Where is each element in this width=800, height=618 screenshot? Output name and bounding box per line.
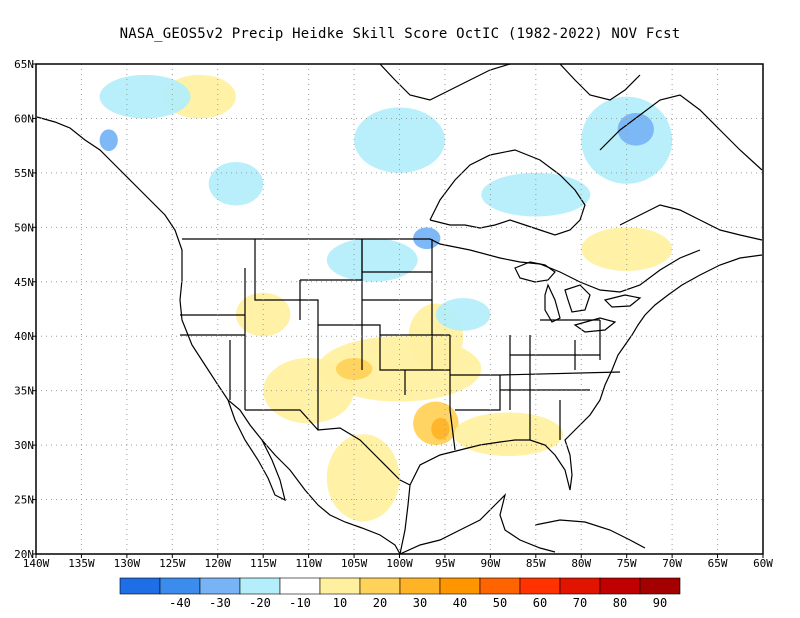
x-tick-label: 90W bbox=[480, 557, 500, 570]
legend-swatch bbox=[199, 577, 241, 595]
skill-region bbox=[335, 358, 373, 380]
legend-swatch bbox=[319, 577, 361, 595]
skill-region bbox=[263, 358, 355, 424]
y-tick-label: 65N bbox=[14, 58, 34, 71]
x-tick-label: 120W bbox=[205, 557, 232, 570]
x-tick-label: 65W bbox=[708, 557, 728, 570]
y-tick-label: 45N bbox=[14, 276, 34, 289]
legend-label: -40 bbox=[169, 596, 191, 610]
legend-label: 90 bbox=[653, 596, 667, 610]
skill-region bbox=[435, 298, 491, 331]
skill-region bbox=[454, 412, 564, 456]
axis-ticks bbox=[32, 63, 764, 558]
x-tick-label: 130W bbox=[114, 557, 141, 570]
legend-swatch bbox=[239, 577, 281, 595]
legend-swatch bbox=[359, 577, 401, 595]
skill-region bbox=[99, 129, 118, 152]
legend-swatch bbox=[279, 577, 321, 595]
x-tick-label: 140W bbox=[23, 557, 50, 570]
x-tick-label: 110W bbox=[295, 557, 322, 570]
y-tick-label: 20N bbox=[14, 548, 34, 561]
legend-label: -10 bbox=[289, 596, 311, 610]
legend-swatch bbox=[119, 577, 161, 595]
y-tick-label: 60N bbox=[14, 112, 34, 125]
skill-region bbox=[617, 112, 654, 146]
y-tick-label: 55N bbox=[14, 167, 34, 180]
y-tick-label: 35N bbox=[14, 385, 34, 398]
legend-label: -20 bbox=[249, 596, 271, 610]
legend-swatch bbox=[559, 577, 601, 595]
legend-swatch bbox=[159, 577, 201, 595]
x-tick-label: 85W bbox=[526, 557, 546, 570]
color-legend: -40 -30 -20 -10 10 20 30 40 50 60 70 80 90 bbox=[119, 577, 681, 610]
x-tick-label: 80W bbox=[571, 557, 591, 570]
legend-label: -30 bbox=[209, 596, 231, 610]
skill-region bbox=[354, 107, 445, 173]
legend-label: 30 bbox=[413, 596, 427, 610]
skill-region bbox=[99, 74, 191, 119]
legend-swatch bbox=[599, 577, 641, 595]
y-tick-label: 25N bbox=[14, 494, 34, 507]
x-tick-label: 100W bbox=[386, 557, 413, 570]
legend-label: 60 bbox=[533, 596, 547, 610]
x-tick-label: 135W bbox=[68, 557, 95, 570]
legend-label: 40 bbox=[453, 596, 467, 610]
x-tick-label: 60W bbox=[753, 557, 773, 570]
legend-swatch bbox=[399, 577, 441, 595]
longitude-labels: 140W 135W 130W 125W 120W 115W 110W 105W 100W 95W 9… bbox=[23, 557, 774, 570]
latitude-labels: 65N 60N 55N 50N 45N 40N 35N 30N 25N 20N bbox=[14, 58, 34, 561]
graticule bbox=[36, 64, 763, 554]
skill-region bbox=[208, 162, 264, 206]
legend-label: 80 bbox=[613, 596, 627, 610]
y-tick-label: 40N bbox=[14, 330, 34, 343]
legend-swatch bbox=[439, 577, 481, 595]
skill-region bbox=[326, 238, 418, 282]
map-title: NASA_GEOS5v2 Precip Heidke Skill Score O… bbox=[119, 26, 681, 42]
y-tick-label: 30N bbox=[14, 439, 34, 452]
x-tick-label: 115W bbox=[250, 557, 277, 570]
legend-label: 70 bbox=[573, 596, 587, 610]
x-tick-label: 70W bbox=[662, 557, 682, 570]
legend-label: 20 bbox=[373, 596, 387, 610]
x-tick-label: 105W bbox=[341, 557, 368, 570]
skill-region bbox=[413, 227, 441, 250]
x-tick-label: 95W bbox=[435, 557, 455, 570]
legend-swatch bbox=[479, 577, 521, 595]
legend-label: 50 bbox=[493, 596, 507, 610]
legend-swatch bbox=[639, 577, 681, 595]
skill-region bbox=[326, 434, 400, 522]
skill-region bbox=[431, 417, 450, 440]
legend-label: 10 bbox=[333, 596, 347, 610]
y-tick-label: 50N bbox=[14, 221, 34, 234]
x-tick-label: 75W bbox=[617, 557, 637, 570]
x-tick-label: 125W bbox=[159, 557, 186, 570]
border-outline bbox=[180, 238, 701, 486]
legend-swatch bbox=[519, 577, 561, 595]
